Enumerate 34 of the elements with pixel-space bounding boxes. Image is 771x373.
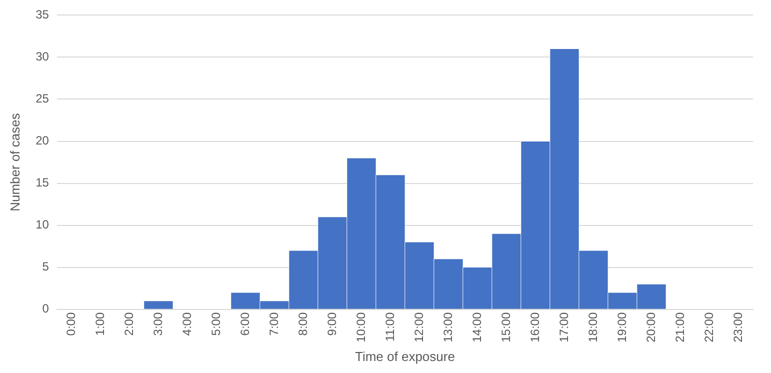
y-tick-label: 25 (36, 92, 50, 106)
x-tick-label: 13:00 (440, 312, 455, 342)
x-tick-label: 2:00 (122, 312, 136, 336)
x-tick-label: 16:00 (528, 312, 542, 342)
y-tick-label: 10 (36, 218, 50, 232)
x-tick-label: 11:00 (382, 312, 397, 342)
x-tick-label: 12:00 (412, 312, 426, 342)
x-tick-label: 0:00 (64, 312, 78, 336)
y-axis-title: Number of cases (7, 112, 22, 212)
x-tick-label: 9:00 (324, 312, 339, 336)
y-tick-label: 20 (36, 134, 50, 148)
y-tick-label: 15 (36, 176, 50, 190)
x-tick-label: 21:00 (672, 312, 687, 342)
x-tick-label: 10:00 (354, 312, 368, 342)
x-tick-label: 20:00 (644, 312, 658, 342)
y-tick-label: 0 (42, 302, 50, 316)
x-tick-label: 8:00 (296, 312, 310, 336)
x-tick-label: 15:00 (498, 312, 513, 342)
y-tick-label: 30 (36, 50, 50, 64)
x-tick-label: 17:00 (556, 312, 571, 342)
x-tick-label: 7:00 (266, 312, 281, 336)
x-tick-label: 18:00 (586, 312, 600, 342)
x-tick-label: 5:00 (208, 312, 223, 336)
x-tick-label: 4:00 (180, 312, 194, 336)
x-tick-label: 1:00 (92, 312, 107, 336)
y-tick-label: 35 (36, 8, 50, 22)
x-tick-label: 23:00 (730, 312, 745, 342)
x-tick-label: 22:00 (702, 312, 716, 342)
y-tick-label: 5 (42, 260, 50, 274)
x-tick-label: 19:00 (614, 312, 629, 342)
x-tick-label: 14:00 (470, 312, 484, 342)
x-axis-title: Time of exposure (354, 348, 455, 364)
x-tick-label: 6:00 (238, 312, 252, 336)
x-tick-label: 3:00 (150, 312, 165, 336)
